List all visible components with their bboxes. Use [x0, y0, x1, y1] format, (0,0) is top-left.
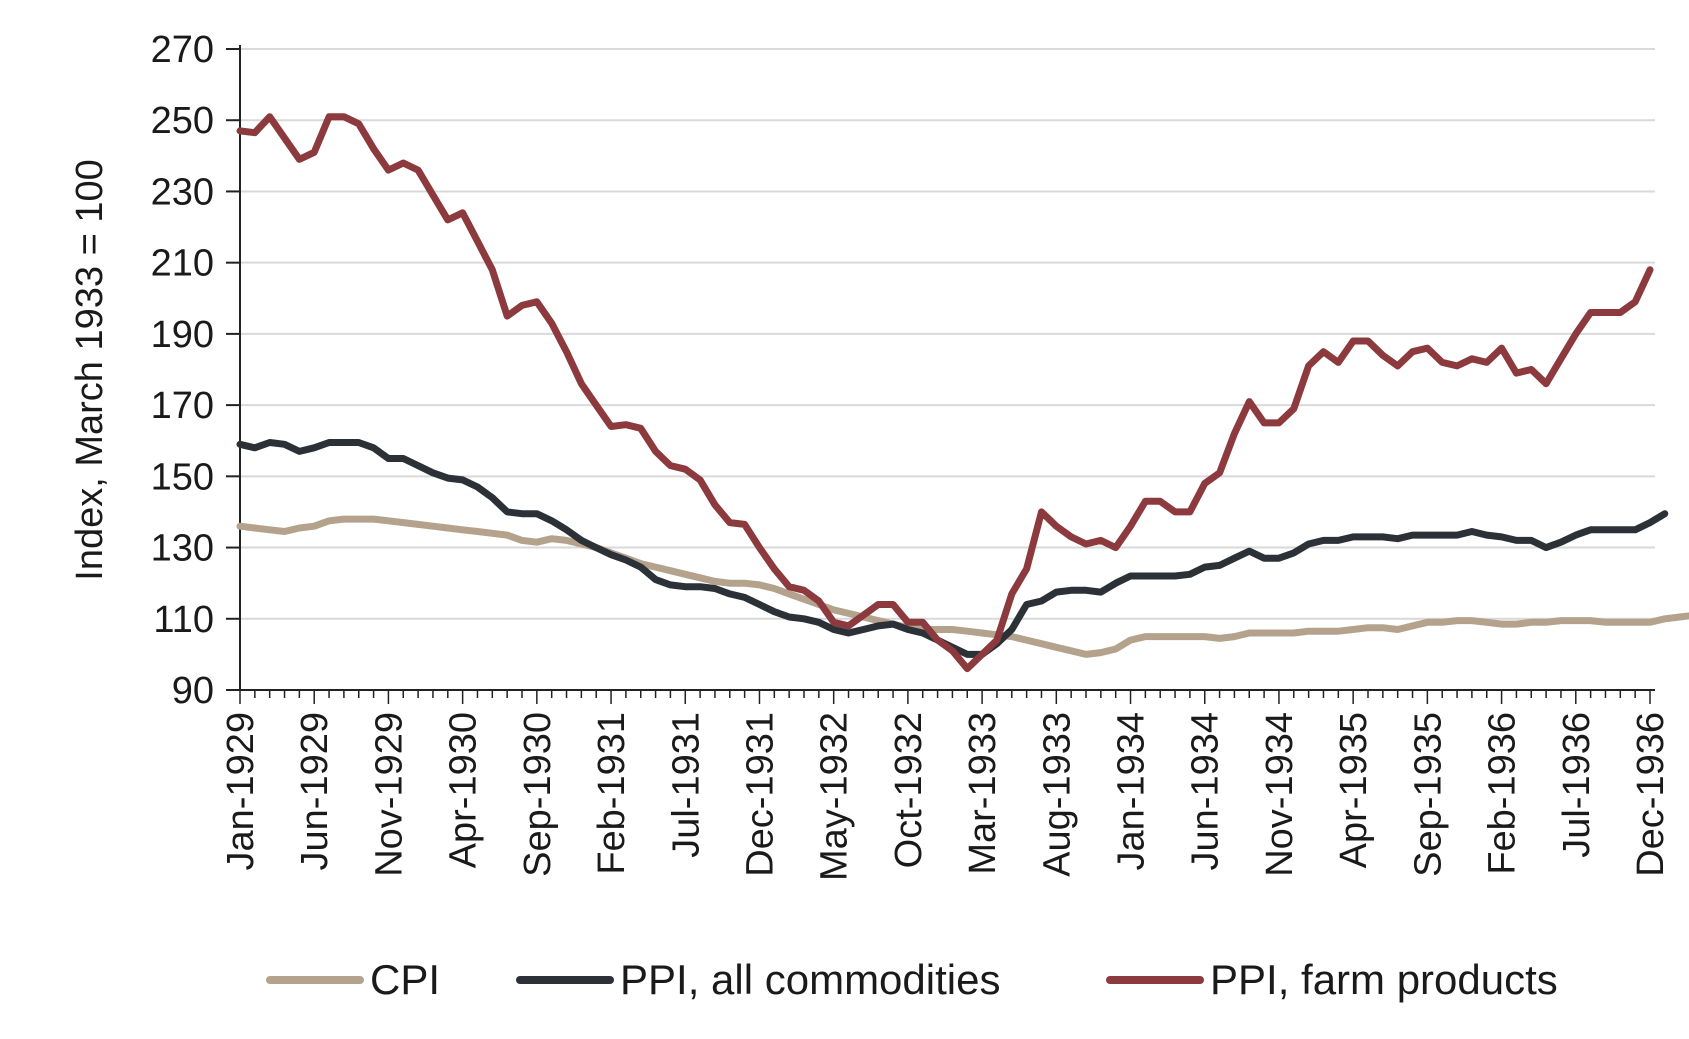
x-tick-label: Jun-1929 [294, 712, 336, 870]
x-tick-label: Feb-1931 [591, 712, 633, 875]
series-line-cpi [236, 515, 1689, 658]
y-tick-label: 110 [153, 599, 214, 641]
y-tick-label: 230 [151, 171, 214, 213]
x-tick-label: Aug-1933 [1036, 712, 1078, 877]
x-tick-label: Feb-1936 [1482, 712, 1524, 875]
x-tick-label: Jan-1934 [1111, 712, 1153, 870]
x-tick-label: Apr-1930 [443, 712, 485, 868]
x-tick-label: Dec-1936 [1630, 712, 1672, 877]
y-tick-label: 170 [151, 385, 214, 427]
x-tick-label: Oct-1932 [888, 712, 930, 868]
x-tick-label: Jul-1936 [1556, 712, 1598, 858]
x-tick-label: Nov-1929 [368, 712, 410, 877]
legend-label-ppi-farm-products: PPI, farm products [1210, 956, 1558, 1003]
x-axis: Jan-1929 Jun-1929 Nov-1929 Apr-1930 Sep-1930… [220, 689, 1672, 881]
x-tick-label: Jan-1929 [220, 712, 262, 870]
y-gridlines [240, 48, 1655, 620]
x-tick-label: Sep-1935 [1407, 712, 1449, 877]
x-tick-label: Apr-1935 [1333, 712, 1375, 868]
legend-label-ppi-all-commodities: PPI, all commodities [620, 956, 1000, 1003]
x-tick-label: Nov-1934 [1259, 712, 1301, 877]
x-tick-label: May-1932 [814, 712, 856, 881]
y-axis-label: Index, March 1933 = 100 [69, 159, 111, 580]
series-lines [236, 113, 1689, 673]
y-tick-label: 250 [151, 100, 214, 142]
y-axis: 90 110 130 150 170 190 210 230 250 270 [151, 29, 241, 712]
y-tick-label: 150 [151, 456, 214, 498]
legend-label-cpi: CPI [370, 956, 440, 1003]
x-tick-label: Mar-1933 [962, 712, 1004, 875]
y-tick-label: 90 [172, 670, 214, 712]
y-tick-label: 190 [151, 314, 214, 356]
y-tick-label: 210 [151, 243, 214, 285]
y-tick-label: 270 [151, 29, 214, 71]
x-tick-label: Sep-1930 [517, 712, 559, 877]
x-tick-label: Jun-1934 [1185, 712, 1227, 870]
x-tick-label: Jul-1931 [665, 712, 707, 858]
series-line-ppi-farm-products [236, 113, 1654, 673]
legend: CPI PPI, all commodities PPI, farm product… [266, 956, 1558, 1003]
y-tick-label: 130 [151, 528, 214, 570]
x-tick-label: Dec-1931 [739, 712, 781, 877]
